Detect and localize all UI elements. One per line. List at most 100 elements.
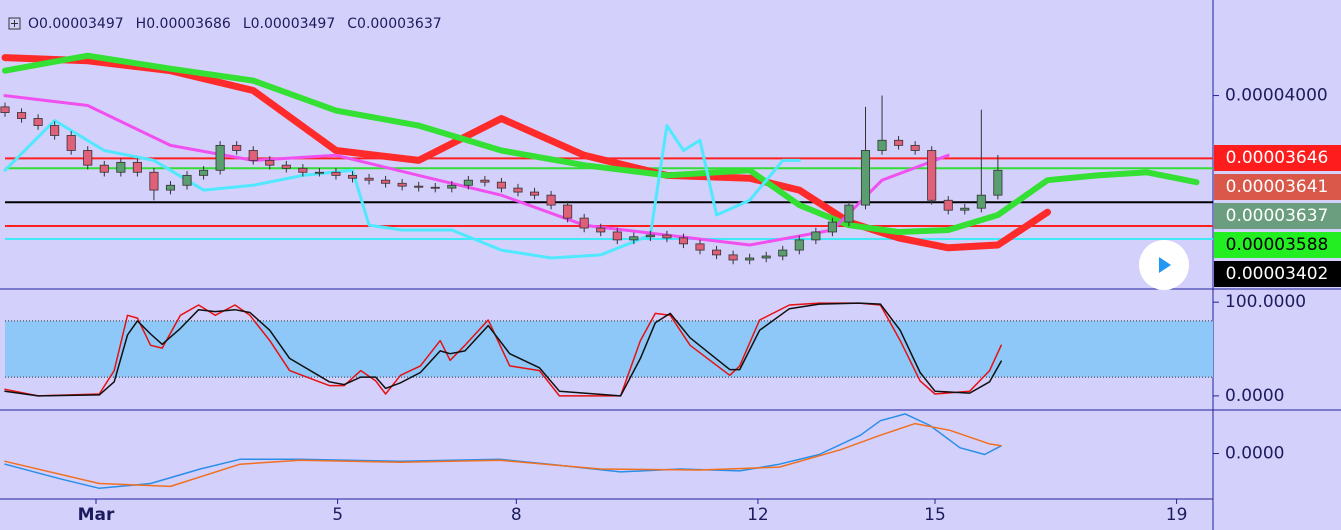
line-series bbox=[4, 413, 1002, 490]
candle-body bbox=[149, 171, 159, 191]
line-series bbox=[4, 302, 1002, 397]
legend-key: H bbox=[136, 16, 147, 32]
candle-body bbox=[215, 144, 225, 171]
x-tick-label: 15 bbox=[924, 505, 946, 525]
legend-value: 0.00003686 bbox=[146, 16, 231, 32]
candle-body bbox=[596, 227, 606, 233]
candle-body bbox=[331, 171, 341, 176]
candle-body bbox=[381, 179, 391, 184]
legend-value: 0.00003637 bbox=[357, 16, 442, 32]
legend-key: O bbox=[28, 16, 39, 32]
candle-body bbox=[794, 239, 804, 251]
candle-body bbox=[414, 185, 424, 188]
candle-body bbox=[83, 150, 93, 166]
candle-body bbox=[33, 118, 43, 126]
price-label: 0.00003641 bbox=[1226, 177, 1329, 197]
line-series bbox=[4, 422, 1002, 488]
candle-body bbox=[761, 255, 771, 259]
candle-body bbox=[910, 144, 920, 151]
x-tick-label: 8 bbox=[511, 505, 522, 525]
y-tick-label: 100.0000 bbox=[1225, 292, 1306, 312]
line-series bbox=[2, 52, 1200, 235]
candle-body bbox=[678, 237, 689, 245]
candle-body bbox=[695, 243, 705, 251]
x-tick-label: 12 bbox=[747, 505, 769, 525]
candle-body bbox=[397, 182, 407, 187]
candle-body bbox=[0, 106, 10, 113]
candle-body bbox=[529, 191, 540, 196]
candle-body bbox=[50, 125, 60, 136]
line-series bbox=[1, 54, 1051, 252]
candle-body bbox=[745, 257, 755, 261]
candle-body bbox=[993, 169, 1003, 196]
candle-body bbox=[894, 139, 904, 146]
candle-body bbox=[728, 254, 738, 261]
candle-body bbox=[513, 187, 523, 193]
candle-body bbox=[844, 204, 854, 223]
candle-body bbox=[496, 181, 506, 189]
candle-body bbox=[960, 207, 970, 211]
candle-body bbox=[364, 177, 374, 181]
legend-key: L bbox=[243, 16, 251, 32]
y-tick-label: 0.0000 bbox=[1225, 386, 1284, 406]
candle-body bbox=[232, 144, 242, 151]
price-label: 0.00003637 bbox=[1226, 206, 1329, 226]
y-tick-label: 0.0000 bbox=[1225, 444, 1284, 464]
expand-icon[interactable] bbox=[8, 17, 21, 30]
y-tick-label: 0.00004000 bbox=[1225, 86, 1328, 106]
candle-body bbox=[182, 174, 192, 186]
candle-body bbox=[877, 139, 887, 151]
price-label-box bbox=[1214, 174, 1341, 200]
x-tick-label: 19 bbox=[1166, 505, 1188, 525]
play-icon[interactable] bbox=[1159, 257, 1171, 273]
x-tick-label: Mar bbox=[78, 505, 115, 525]
candle-body bbox=[976, 194, 986, 209]
candle-body bbox=[712, 249, 722, 256]
x-tick-label: 5 bbox=[332, 505, 343, 525]
candle-body bbox=[165, 184, 176, 191]
candle-body bbox=[132, 161, 142, 173]
price-label-box bbox=[1214, 145, 1341, 171]
legend-key: C bbox=[347, 16, 357, 32]
candle-body bbox=[579, 217, 589, 229]
candle-body bbox=[99, 164, 109, 173]
candle-body bbox=[298, 167, 308, 173]
price-label: 0.00003588 bbox=[1226, 235, 1329, 255]
candle-body bbox=[463, 179, 473, 186]
candle-body bbox=[629, 236, 639, 241]
legend-value: 0.00003497 bbox=[251, 16, 336, 32]
candle-body bbox=[860, 150, 871, 206]
candle-body bbox=[248, 150, 258, 161]
price-label: 0.00003646 bbox=[1226, 148, 1329, 168]
candle-body bbox=[778, 249, 788, 257]
ohlc-legend: O0.00003497 H0.00003686 L0.00003497 C0.0000… bbox=[28, 16, 442, 32]
candle-body bbox=[430, 186, 440, 189]
candle-body bbox=[116, 161, 126, 173]
candle-body bbox=[281, 164, 291, 169]
candle-body bbox=[17, 112, 27, 119]
candle-body bbox=[612, 231, 622, 241]
line-series bbox=[3, 119, 801, 260]
candle-body bbox=[447, 184, 457, 189]
price-label-box bbox=[1214, 261, 1341, 287]
candle-body bbox=[662, 234, 672, 239]
candle-body bbox=[314, 171, 324, 174]
expand-icon-plus bbox=[11, 20, 18, 27]
band bbox=[5, 320, 1213, 378]
candle-body bbox=[347, 174, 358, 179]
candle-body bbox=[265, 159, 275, 166]
candle-body bbox=[811, 231, 821, 241]
candle-body bbox=[927, 150, 937, 201]
candle-body bbox=[480, 179, 490, 183]
candle-body bbox=[66, 135, 76, 151]
price-label-box bbox=[1214, 232, 1341, 258]
candle-body bbox=[943, 199, 953, 211]
candle-body bbox=[563, 204, 573, 219]
play-button[interactable] bbox=[1139, 240, 1189, 290]
price-label: 0.00003402 bbox=[1226, 264, 1329, 284]
candle-body bbox=[546, 194, 556, 206]
price-label-box bbox=[1214, 203, 1341, 229]
candle-body bbox=[827, 221, 837, 233]
